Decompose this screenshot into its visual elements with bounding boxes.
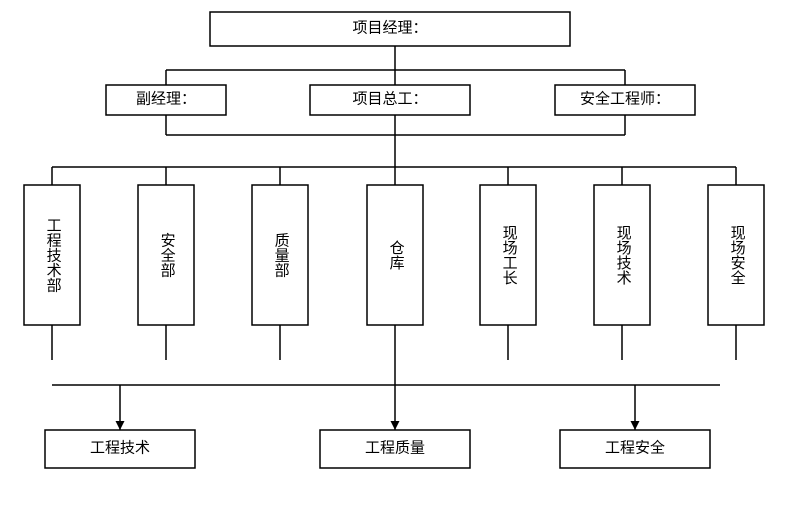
label-l3-6: 现场安全 [729, 225, 746, 285]
label-l3-3: 仓库 [388, 240, 405, 270]
label-l3-4: 现场工长 [501, 225, 518, 285]
label-l4-0: 工程技术 [90, 439, 150, 456]
label-l2-2: 安全工程师： [580, 89, 670, 107]
label-l3-0: 工程技术部 [45, 218, 62, 293]
label-l4-2: 工程安全 [605, 438, 665, 456]
label-l2-0: 副经理： [136, 90, 196, 107]
label-project-manager: 项目经理： [352, 19, 427, 36]
label-l3-5: 现场技术 [615, 225, 632, 285]
org-chart: 项目经理： 副经理： 项目总工： 安全工程师： 工程技术部 安全部 质量部 仓库 现场工长 现场技… [0, 0, 790, 514]
label-l2-1: 项目总工： [352, 90, 427, 107]
label-l3-1: 安全部 [159, 233, 176, 278]
label-l3-2: 质量部 [273, 233, 290, 278]
label-l4-1: 工程质量 [365, 439, 425, 456]
